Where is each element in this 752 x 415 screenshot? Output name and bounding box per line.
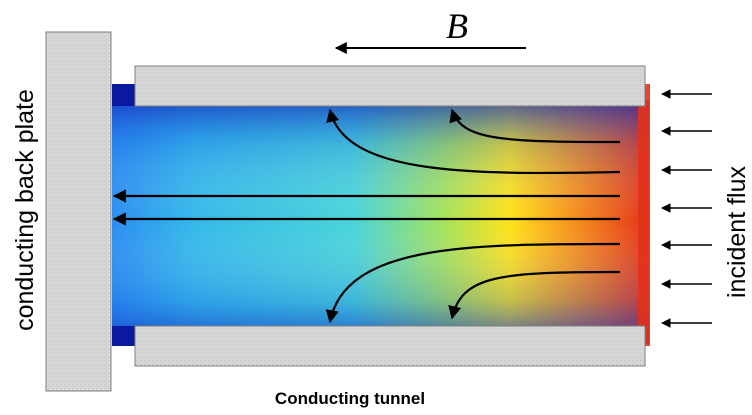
back-plate-label: conducting back plate: [11, 89, 39, 331]
dark-edge-bottom: [112, 326, 136, 346]
flux-lines: [112, 108, 621, 324]
tunnel-label: Conducting tunnel: [275, 389, 425, 408]
incident-flux-arrows: [661, 89, 712, 328]
tunnel-wall-bottom: [134, 325, 646, 367]
back-plate: [45, 31, 112, 392]
flux-line-curve-top-inner: [449, 108, 621, 144]
incident-flux-label: incident flux: [723, 165, 751, 298]
flux-line-curve-top-outer: [326, 108, 621, 175]
flux-line-curve-bottom-outer: [325, 242, 621, 324]
flux-line-curve-bottom-inner: [448, 270, 621, 320]
dark-edge-top: [112, 84, 136, 106]
tunnel-wall-top: [134, 65, 646, 107]
flux-region: [112, 84, 650, 346]
field-label: B: [446, 6, 468, 46]
red-entry-edge: [638, 84, 650, 346]
